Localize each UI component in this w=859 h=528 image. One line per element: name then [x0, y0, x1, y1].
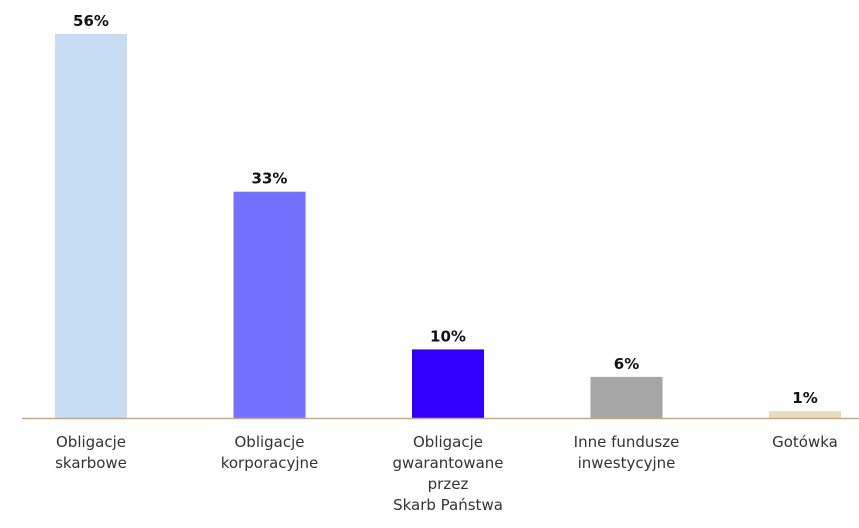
value-label-2: 33%	[252, 170, 288, 188]
category-label-4: Inne fundusze inwestycyjne	[574, 433, 680, 472]
bar-1	[55, 34, 127, 418]
bar-2	[233, 191, 306, 418]
bar-4	[590, 376, 663, 418]
category-label-line: inwestycyjne	[578, 454, 676, 472]
category-label-line: Inne fundusze	[574, 433, 680, 451]
value-label-4: 6%	[614, 355, 639, 373]
category-label-line: przez	[428, 475, 469, 493]
category-label-line: Gotówka	[772, 433, 838, 451]
category-label-line: Obligacje	[56, 433, 126, 451]
category-label-2: Obligacje korporacyjne	[221, 433, 319, 472]
category-label-line: skarbowe	[55, 454, 127, 472]
bars-group	[55, 34, 841, 418]
value-label-1: 56%	[73, 12, 109, 30]
category-label-line: korporacyjne	[221, 454, 319, 472]
value-labels-group: 56% 33% 10% 6% 1%	[73, 12, 818, 407]
category-label-3: Obligacje gwarantowane przez Skarb Państwa	[392, 433, 503, 514]
category-label-line: gwarantowane	[392, 454, 503, 472]
value-label-5: 1%	[792, 389, 817, 407]
category-label-1: Obligacje skarbowe	[55, 433, 127, 472]
bar-3	[412, 349, 484, 418]
category-label-line: Obligacje	[234, 433, 304, 451]
category-label-line: Obligacje	[413, 433, 483, 451]
bar-5	[769, 411, 841, 418]
category-label-5: Gotówka	[772, 433, 838, 451]
category-label-line: Skarb Państwa	[393, 496, 503, 514]
value-label-3: 10%	[430, 327, 466, 345]
